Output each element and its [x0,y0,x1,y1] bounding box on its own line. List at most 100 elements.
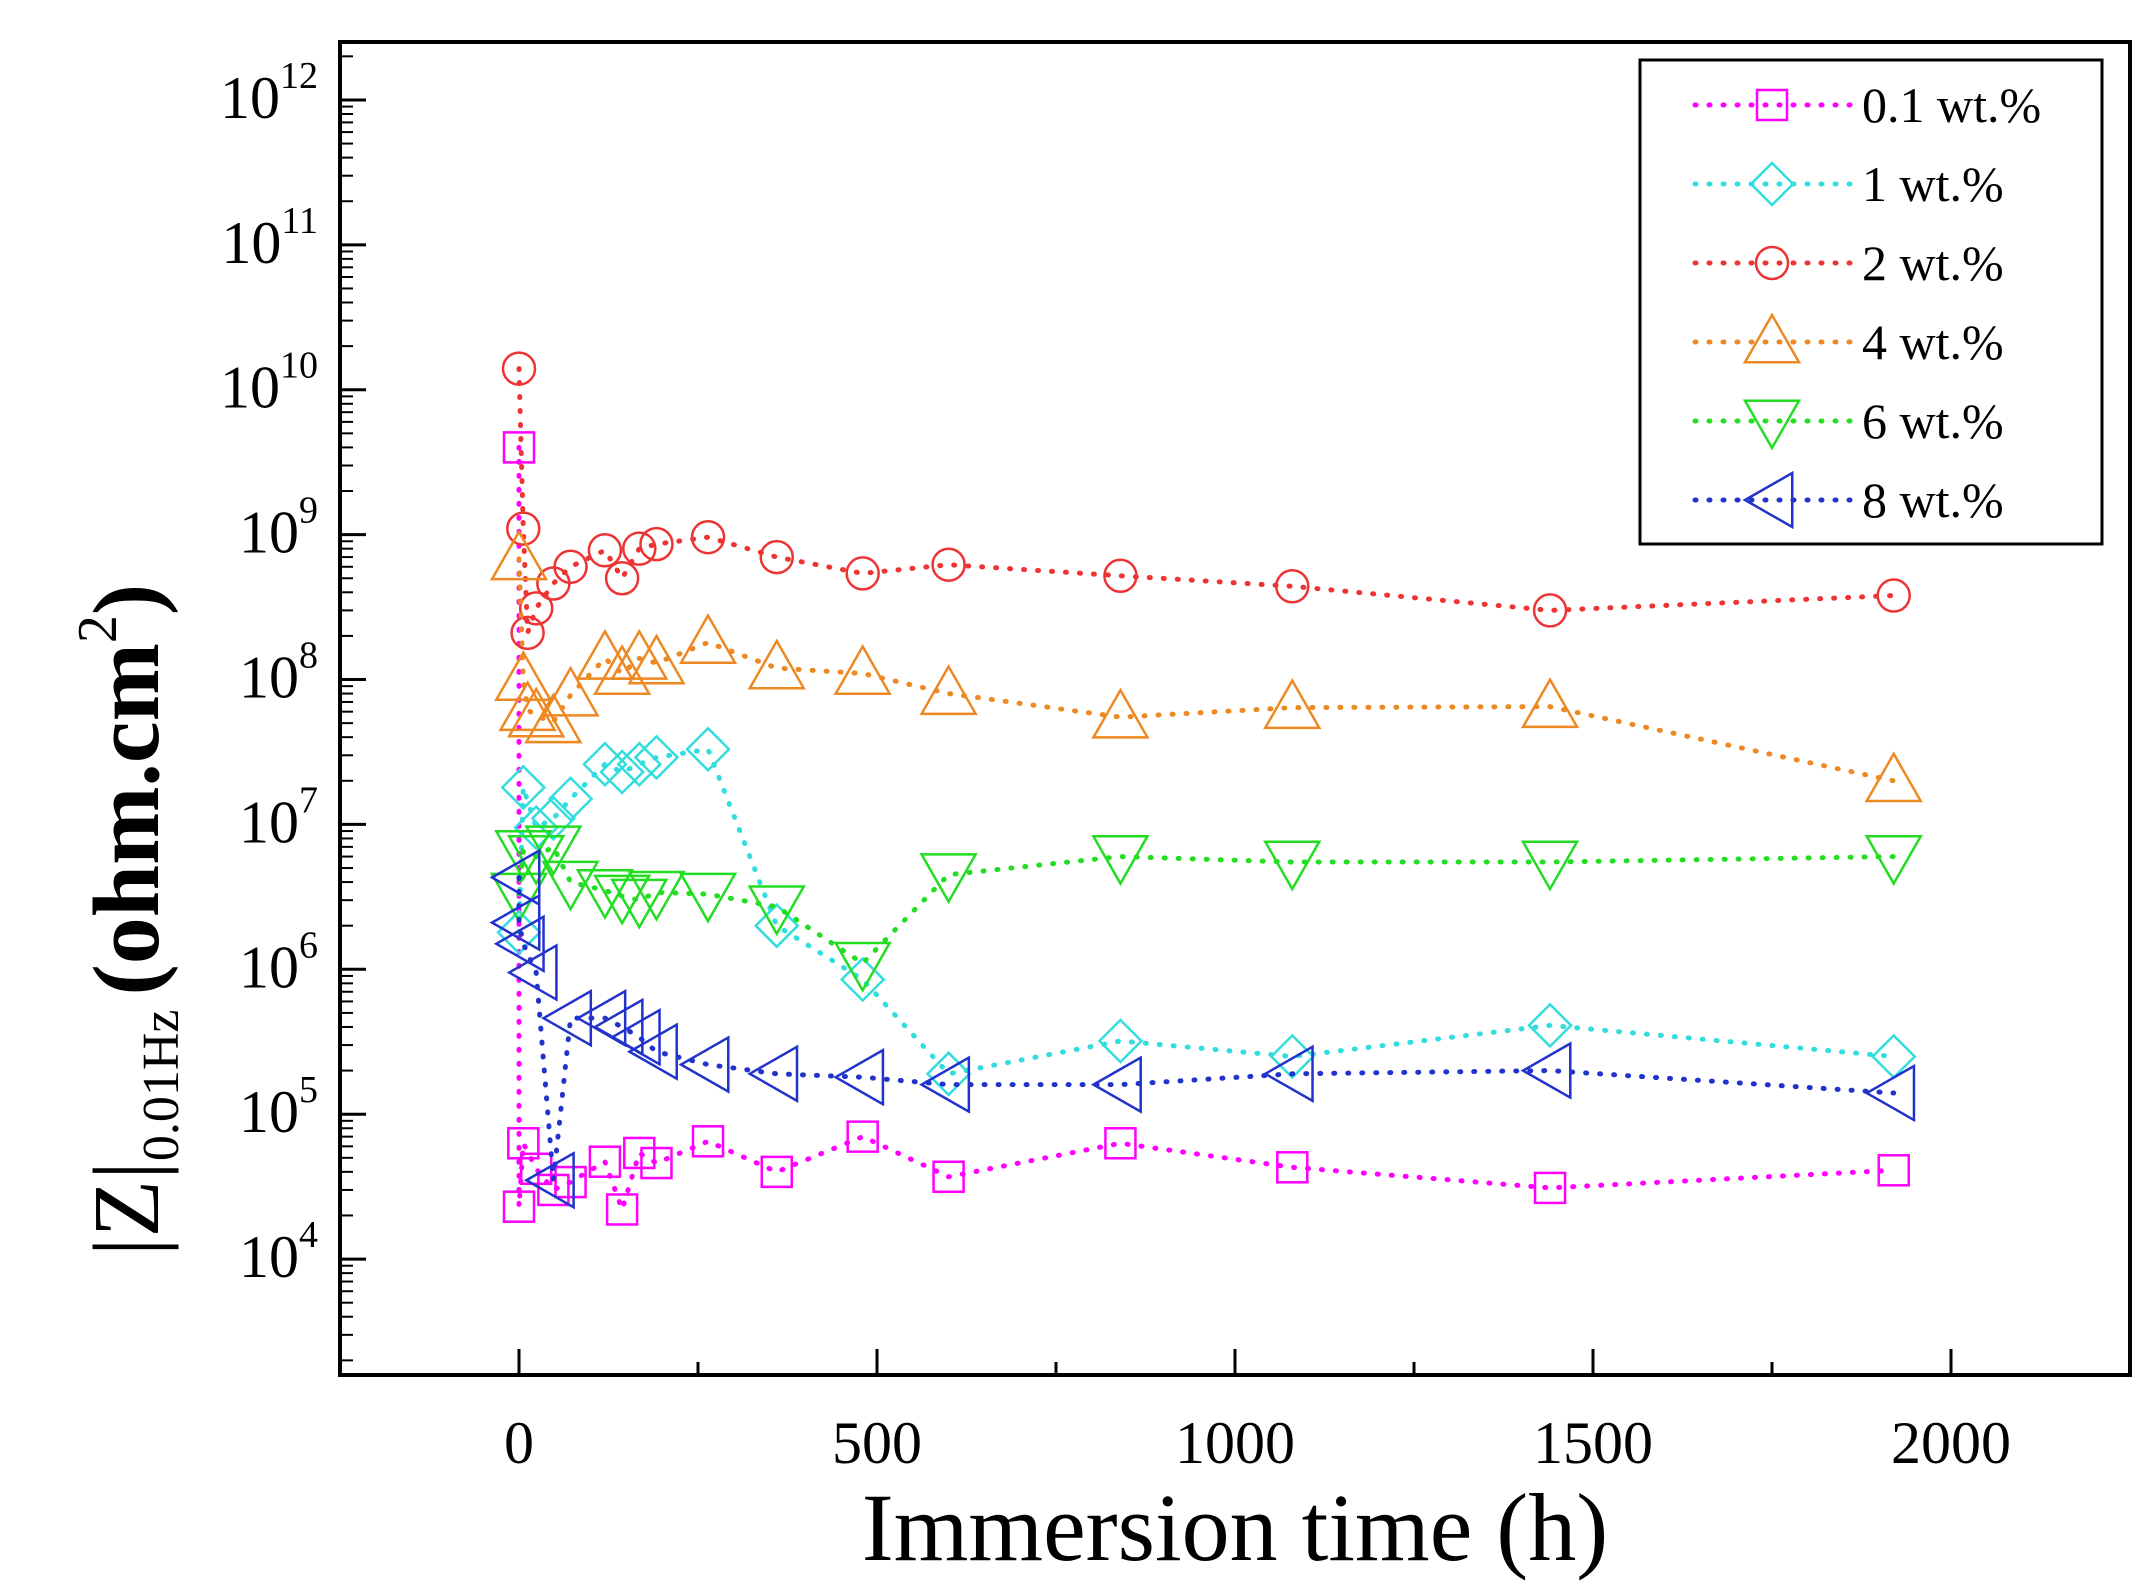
data-point [633,734,680,781]
data-point [541,665,600,717]
data-point [496,909,542,956]
y-tick-base: 10 [239,1224,299,1290]
data-point [622,531,657,566]
data-point [1864,1063,1916,1123]
legend-item: 6 wt.% [1692,393,2004,451]
y-tick-exponent: 6 [299,924,318,966]
data-point [502,431,536,464]
data-point [1527,1002,1573,1049]
data-point [1876,578,1911,613]
series-line [516,843,1897,967]
y-tick-exponent: 7 [299,779,318,821]
data-point [513,804,559,851]
series-2 [501,351,1911,651]
data-point [919,664,978,716]
data-point [623,1136,656,1170]
tick-labels-layer: 0 500 1000 1500 2000104105106107108109101010… [220,55,2011,1476]
y-tick-base: 10 [239,500,299,566]
x-tick-label: 2000 [1891,1410,2011,1476]
data-point [1275,569,1310,604]
data-point [1103,558,1138,594]
y-tick-label: 108 [239,635,318,711]
data-point [691,1125,725,1158]
y-axis-title-base: |Z| [75,1161,179,1256]
data-point [493,914,545,973]
y-tick-label: 104 [239,1214,318,1290]
legend: 0.1 wt.% 1 wt.% 2 wt.% 4 wt.% 6 wt.% 8 wt.% [1638,58,2104,546]
data-point [1520,1041,1572,1100]
legend-marker [1749,161,1795,207]
data-point [604,560,640,596]
legend-label: 8 wt.% [1862,472,2004,528]
data-point [494,830,553,882]
y-tick-exponent: 9 [299,490,318,532]
data-point [599,749,645,795]
legend-box [1638,58,2104,546]
y-tick-label: 105 [239,1069,318,1145]
data-point [547,776,594,822]
data-point [500,764,547,811]
data-point [506,511,541,546]
legend-item: 1 wt.% [1692,156,2004,212]
data-point [1263,678,1322,730]
data-point [685,726,731,773]
y-tick-label: 109 [239,490,318,566]
data-point [489,872,549,924]
x-tick-label: 0 [504,1410,534,1476]
data-point [1532,593,1568,628]
data-point [1864,751,1923,803]
y-tick-exponent: 10 [280,345,318,387]
data-point [541,989,593,1048]
data-point [554,1165,587,1199]
legend-label: 6 wt.% [1862,393,2004,449]
data-point [1276,1151,1309,1184]
data-point [919,853,978,905]
data-point [833,1048,885,1107]
series-layer [489,351,1923,1226]
data-point [753,902,800,949]
data-point [760,1155,794,1189]
x-tick-label: 500 [832,1410,922,1476]
data-point [530,795,577,842]
legend-marker [1755,88,1789,122]
y-tick-exponent: 11 [281,200,318,242]
y-axis-title-subscript: 0.01Hz [133,1010,190,1162]
data-point [489,529,549,581]
legend-label: 2 wt.% [1862,235,2004,291]
legend-item: 2 wt.% [1692,235,2004,291]
data-point [627,870,686,922]
data-point [510,615,545,651]
data-point [1097,1018,1144,1064]
y-tick-base: 10 [221,210,281,276]
y-axis-title-unit-close: ) [75,584,179,615]
y-tick-exponent: 8 [299,635,318,677]
data-point [541,860,600,912]
data-point [610,878,669,930]
data-point [518,591,554,626]
data-point [575,868,635,920]
data-point [690,519,726,555]
y-tick-base: 10 [220,65,280,131]
data-point [845,556,880,591]
data-point [507,686,566,738]
y-axis-title: |Z|0.01Hz (ohm.cm2) [67,584,190,1256]
data-point [582,741,628,788]
y-tick-exponent: 4 [299,1214,318,1256]
y-tick-label: 106 [239,924,318,1000]
data-point [523,1151,575,1210]
legend-label: 4 wt.% [1862,314,2004,370]
data-point [1520,840,1580,892]
legend-marker [1742,470,1794,530]
data-point [1877,1154,1910,1187]
data-point [1091,835,1150,887]
data-point [592,874,652,926]
x-tick-label: 1000 [1175,1410,1295,1476]
data-point [1091,687,1150,739]
y-tick-label: 1011 [221,200,318,276]
series-1 [496,726,1917,1097]
legend-marker [1742,312,1802,364]
data-point [501,351,537,386]
data-point [1104,1127,1137,1160]
data-point [537,1173,570,1207]
data-point [919,1055,971,1114]
